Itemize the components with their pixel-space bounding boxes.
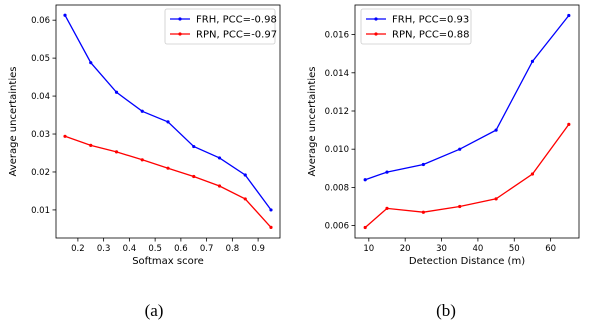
y-tick-label: 0.008	[325, 183, 349, 193]
y-tick-label: 0.05	[31, 54, 50, 64]
y-tick-label: 0.014	[325, 69, 349, 79]
data-point-frh	[269, 208, 273, 212]
data-point-frh	[494, 128, 498, 132]
y-tick-label: 0.03	[31, 130, 50, 140]
panel-caption: (a)	[145, 301, 164, 320]
y-tick-label: 0.06	[31, 16, 50, 26]
data-point-rpn	[458, 204, 462, 209]
data-point-rpn	[421, 210, 425, 214]
x-axis-label: Softmax score	[132, 256, 204, 267]
y-axis-label: Average uncertainties	[8, 67, 19, 177]
legend-label-rpn: RPN, PCC=0.88	[392, 30, 469, 41]
data-point-frh	[114, 90, 119, 94]
data-point-frh	[63, 13, 67, 17]
data-point-rpn	[567, 122, 571, 126]
y-tick-label: 0.01	[31, 206, 50, 216]
y-tick-label: 0.02	[31, 168, 50, 178]
data-point-rpn	[166, 166, 170, 170]
data-point-rpn	[63, 134, 67, 138]
panel-caption: (b)	[436, 301, 456, 320]
data-point-rpn	[385, 206, 389, 210]
data-point-rpn	[243, 197, 247, 201]
y-tick-label: 0.010	[325, 145, 349, 155]
legend-label-frh: FRH, PCC=-0.98	[196, 15, 277, 26]
y-tick-label: 0.006	[325, 222, 349, 232]
x-tick-label: 0.9	[251, 244, 265, 254]
data-point-rpn	[494, 197, 498, 201]
series-line-frh	[64, 14, 272, 211]
data-point-frh	[530, 59, 535, 63]
data-point-rpn	[363, 225, 367, 230]
x-tick-label: 0.3	[97, 244, 111, 254]
y-tick-label: 0.012	[325, 107, 349, 117]
data-point-frh	[243, 173, 247, 177]
data-point-frh	[385, 170, 389, 174]
data-point-rpn	[192, 174, 196, 179]
data-point-rpn	[89, 143, 93, 148]
data-point-frh	[458, 147, 462, 151]
legend-box	[164, 8, 276, 45]
data-point-rpn	[217, 184, 222, 188]
data-point-rpn	[140, 158, 144, 162]
data-point-frh	[192, 144, 196, 149]
y-axis-label: Average uncertainties	[307, 67, 318, 177]
x-axis-label: Detection Distance (m)	[409, 256, 525, 267]
data-point-frh	[567, 13, 571, 18]
legend-marker-rpn	[178, 32, 182, 36]
data-point-rpn	[269, 225, 273, 229]
legend-marker-frh	[178, 17, 182, 21]
x-tick-label: 0.2	[71, 244, 85, 254]
x-tick-label: 0.8	[226, 244, 240, 254]
chart-panel-b: 10 20 30 40 50 60 0.006 0.008 0.010 0.012 0.014 0.0…	[307, 4, 580, 320]
y-tick-label: 0.016	[325, 31, 349, 41]
x-tick-label: 0.5	[148, 244, 162, 254]
series-line-rpn	[64, 135, 272, 228]
data-point-frh	[89, 61, 93, 65]
x-tick-label: 10	[363, 244, 374, 254]
data-point-frh	[217, 156, 222, 160]
x-tick-label: 50	[509, 244, 520, 254]
x-tick-label: 40	[472, 244, 483, 254]
legend-label-rpn: RPN, PCC=-0.97	[196, 30, 277, 41]
chart-panel-a: 0.2 0.3 0.4 0.5 0.6 0.7 0.8 0.9 0.01 0.02 0.03 0.04…	[8, 4, 281, 320]
legend-marker-frh	[374, 17, 378, 21]
x-tick-label: 60	[545, 244, 556, 254]
plot-frame	[55, 4, 281, 239]
data-point-rpn	[530, 172, 535, 176]
x-tick-label: 20	[400, 244, 411, 254]
series-line-rpn	[364, 124, 570, 228]
data-point-frh	[363, 178, 367, 182]
data-point-frh	[166, 120, 170, 124]
x-tick-label: 0.4	[123, 244, 137, 254]
y-tick-label: 0.04	[31, 92, 50, 102]
legend-marker-rpn	[374, 32, 378, 36]
legend-label-frh: FRH, PCC=0.93	[392, 15, 469, 26]
legend-box	[360, 8, 472, 45]
data-point-frh	[421, 162, 425, 167]
data-point-rpn	[114, 150, 119, 154]
data-point-frh	[140, 109, 144, 113]
plot-frame	[354, 4, 580, 239]
x-tick-label: 30	[436, 244, 447, 254]
x-tick-label: 0.7	[200, 244, 214, 254]
x-tick-label: 0.6	[174, 244, 188, 254]
